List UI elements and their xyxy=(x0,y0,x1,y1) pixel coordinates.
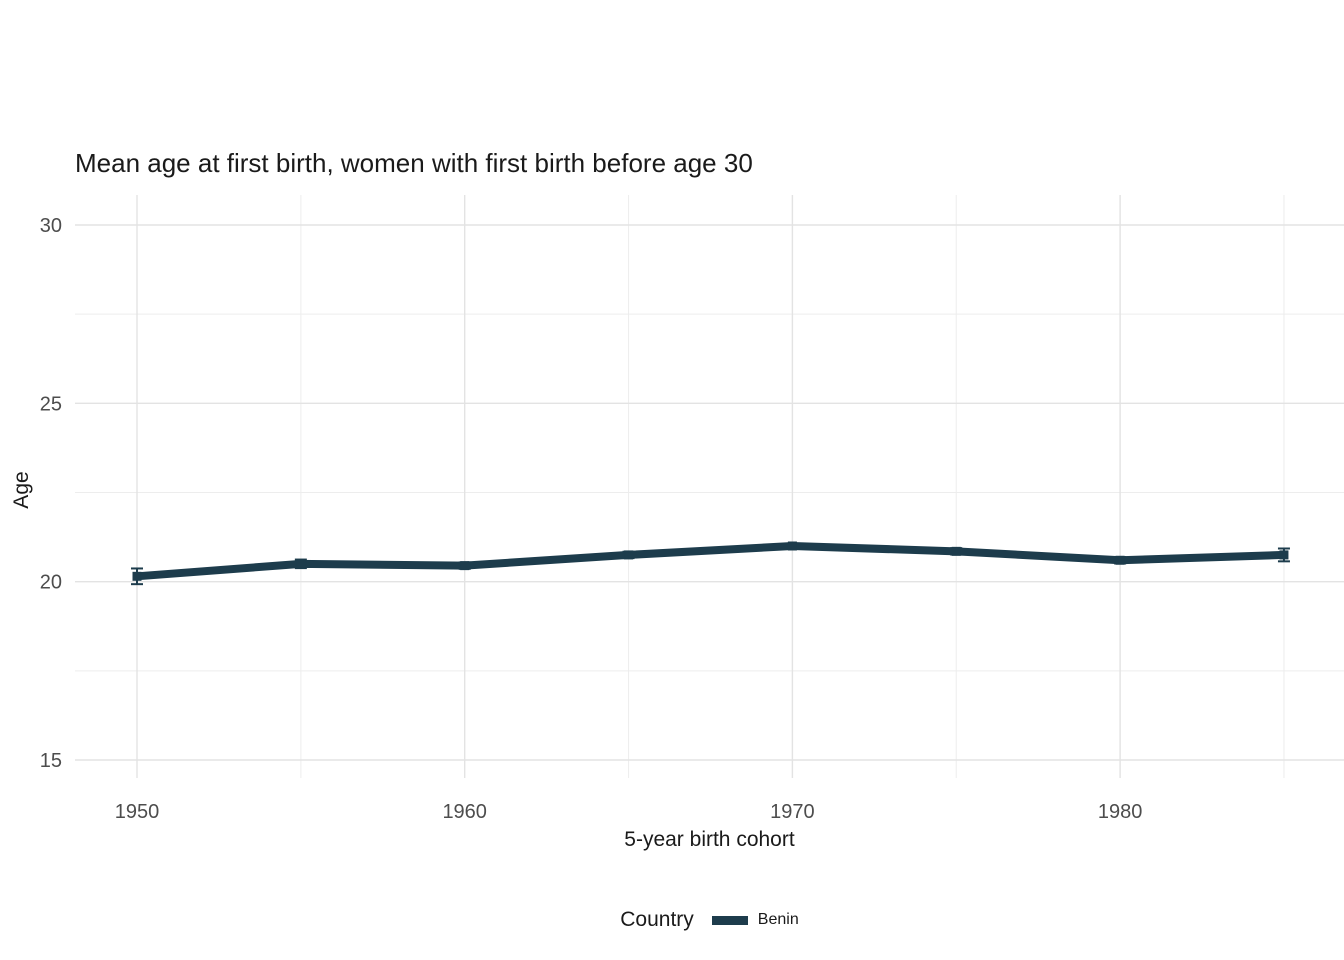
y-tick-label: 25 xyxy=(40,393,62,415)
x-tick-label: 1980 xyxy=(1098,801,1143,823)
legend-label: Benin xyxy=(757,911,799,928)
legend-swatch-icon xyxy=(711,915,748,925)
y-axis-title: Age xyxy=(10,471,33,509)
data-point xyxy=(460,561,470,571)
data-point xyxy=(296,559,306,569)
chart-title: Mean age at first birth, women with firs… xyxy=(75,148,753,178)
data-point xyxy=(787,541,797,551)
x-tick-label: 1960 xyxy=(442,801,487,823)
x-tick-label: 1970 xyxy=(770,801,815,823)
x-axis-title: 5-year birth cohort xyxy=(624,828,795,851)
legend-title: Country xyxy=(620,908,694,931)
data-point xyxy=(624,550,634,560)
legend: Country Benin xyxy=(75,908,1344,932)
data-point xyxy=(1115,555,1125,565)
series-line-benin xyxy=(136,542,1285,581)
y-tick-label: 30 xyxy=(40,215,62,237)
legend-key-benin: Benin xyxy=(711,911,799,929)
y-tick-label: 20 xyxy=(40,572,62,594)
data-point xyxy=(132,571,142,581)
y-tick-label: 15 xyxy=(40,750,62,772)
data-point xyxy=(1279,550,1289,560)
data-point xyxy=(951,546,961,556)
x-tick-label: 1950 xyxy=(115,801,160,823)
